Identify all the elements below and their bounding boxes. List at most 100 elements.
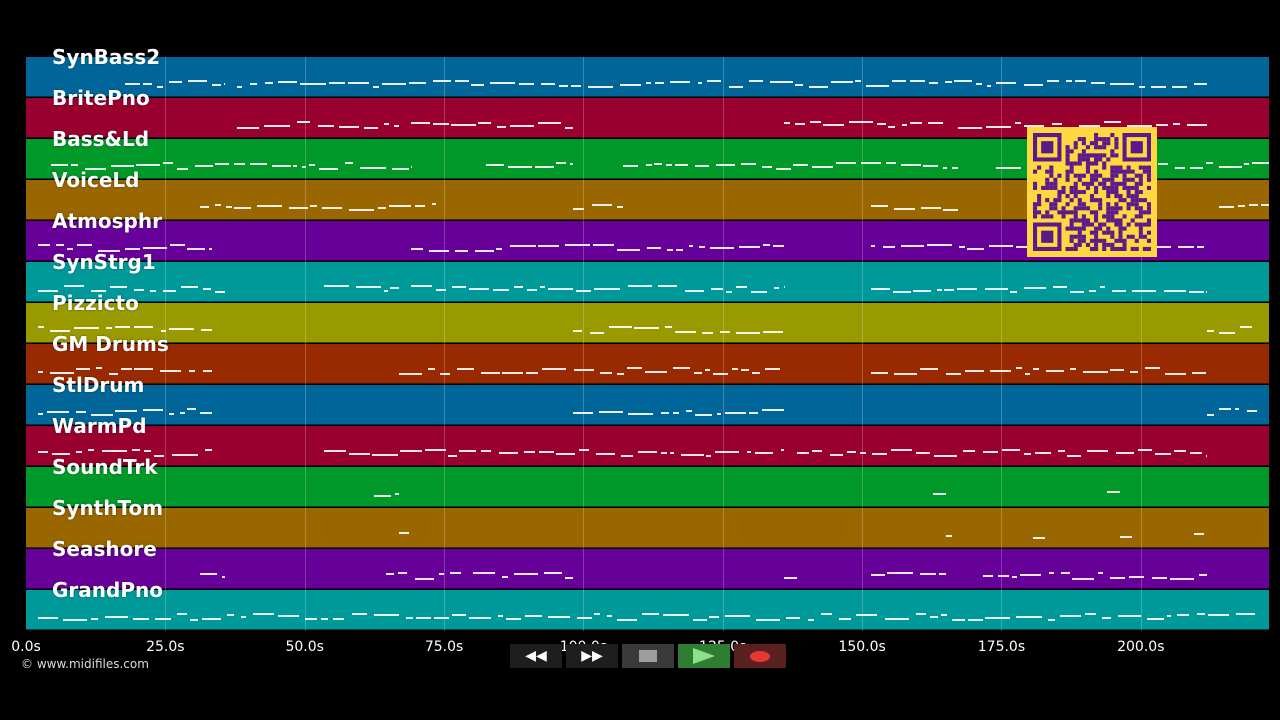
play-button[interactable] bbox=[678, 644, 730, 668]
qr-module bbox=[1146, 246, 1151, 251]
midi-note bbox=[572, 412, 594, 414]
midi-note bbox=[674, 164, 688, 166]
qr-module bbox=[1134, 198, 1139, 203]
midi-note bbox=[872, 453, 888, 455]
midi-note bbox=[728, 86, 743, 88]
rewind-button[interactable]: ◀◀ bbox=[510, 644, 562, 668]
midi-note bbox=[596, 453, 616, 455]
qr-module bbox=[1110, 153, 1115, 158]
midi-note bbox=[470, 84, 484, 86]
qr-module bbox=[1098, 181, 1103, 186]
midi-note bbox=[627, 367, 642, 369]
midi-note bbox=[556, 162, 566, 164]
midi-note bbox=[428, 368, 436, 370]
piano-roll bbox=[26, 57, 1269, 631]
qr-module bbox=[1033, 169, 1038, 174]
midi-note bbox=[796, 452, 809, 454]
qr-module bbox=[1069, 161, 1074, 166]
qr-module bbox=[1118, 218, 1123, 223]
qr-module bbox=[1110, 185, 1115, 190]
qr-module bbox=[1073, 218, 1078, 223]
midi-note bbox=[1205, 162, 1213, 164]
midi-note bbox=[382, 83, 406, 85]
midi-note bbox=[835, 162, 856, 164]
qr-module bbox=[1130, 177, 1135, 182]
qr-module bbox=[1073, 189, 1078, 195]
midi-note bbox=[456, 368, 475, 370]
midi-note bbox=[432, 80, 452, 82]
qr-module bbox=[1138, 222, 1143, 227]
midi-note bbox=[1234, 408, 1240, 410]
qr-module bbox=[1106, 242, 1111, 247]
fast-forward-button[interactable]: ▶▶ bbox=[566, 644, 618, 668]
midi-note bbox=[289, 207, 308, 209]
midi-note bbox=[572, 330, 583, 332]
record-button[interactable] bbox=[734, 644, 786, 668]
midi-note bbox=[143, 450, 151, 452]
qr-module bbox=[1142, 198, 1147, 203]
midi-note bbox=[622, 165, 639, 167]
midi-note bbox=[110, 286, 127, 288]
qr-module bbox=[1102, 161, 1107, 166]
midi-note bbox=[956, 288, 977, 290]
qr-module bbox=[1065, 149, 1070, 154]
midi-note bbox=[1240, 326, 1253, 328]
qr-module bbox=[1106, 157, 1111, 162]
qr-module bbox=[1081, 218, 1086, 223]
midi-note bbox=[200, 573, 218, 575]
midi-note bbox=[848, 121, 873, 123]
midi-note bbox=[272, 165, 291, 167]
midi-note bbox=[967, 619, 984, 621]
midi-note bbox=[565, 244, 590, 246]
midi-note bbox=[189, 619, 198, 621]
midi-note bbox=[1048, 619, 1056, 621]
midi-note bbox=[628, 413, 654, 415]
midi-note bbox=[731, 368, 739, 370]
midi-note bbox=[95, 367, 103, 369]
qr-module bbox=[1065, 153, 1070, 158]
midi-note bbox=[1102, 617, 1111, 619]
midi-note bbox=[390, 287, 399, 289]
qr-module bbox=[1118, 222, 1123, 227]
midi-note bbox=[741, 163, 756, 165]
midi-note bbox=[524, 615, 542, 617]
qr-module bbox=[1110, 210, 1115, 215]
midi-note bbox=[180, 286, 199, 288]
qr-module bbox=[1138, 214, 1143, 219]
midi-note bbox=[1012, 576, 1017, 578]
midi-note bbox=[1048, 572, 1055, 574]
qr-module bbox=[1081, 202, 1086, 207]
midi-note bbox=[1197, 246, 1205, 248]
qr-module bbox=[1106, 206, 1111, 211]
qr-module bbox=[1118, 169, 1123, 174]
midi-note bbox=[548, 616, 570, 618]
qr-module bbox=[1057, 210, 1062, 215]
qr-module bbox=[1045, 198, 1050, 203]
qr-module bbox=[1094, 141, 1099, 146]
midi-note bbox=[263, 125, 290, 127]
track-label: GM Drums bbox=[52, 332, 169, 356]
track-label: StlDrum bbox=[52, 373, 145, 397]
midi-note bbox=[763, 244, 771, 246]
midi-note bbox=[855, 614, 877, 616]
time-tick-label: 25.0s bbox=[146, 639, 185, 655]
midi-note bbox=[860, 162, 882, 164]
midi-note bbox=[157, 86, 164, 88]
track-row bbox=[26, 426, 1269, 466]
midi-note bbox=[698, 246, 706, 248]
stop-button[interactable] bbox=[622, 644, 674, 668]
qr-module bbox=[1045, 185, 1050, 190]
midi-note bbox=[926, 244, 953, 246]
qr-module bbox=[1085, 145, 1090, 150]
qr-module bbox=[1142, 210, 1147, 215]
qr-module bbox=[1073, 145, 1078, 150]
rewind-icon: ◀◀ bbox=[525, 648, 547, 664]
midi-note bbox=[439, 573, 444, 575]
midi-note bbox=[590, 332, 604, 334]
qr-module bbox=[1102, 181, 1107, 186]
midi-note bbox=[66, 248, 73, 250]
midi-note bbox=[1175, 167, 1185, 169]
qr-module bbox=[1122, 226, 1127, 231]
qr-module bbox=[1114, 222, 1119, 227]
midi-note bbox=[646, 82, 651, 84]
